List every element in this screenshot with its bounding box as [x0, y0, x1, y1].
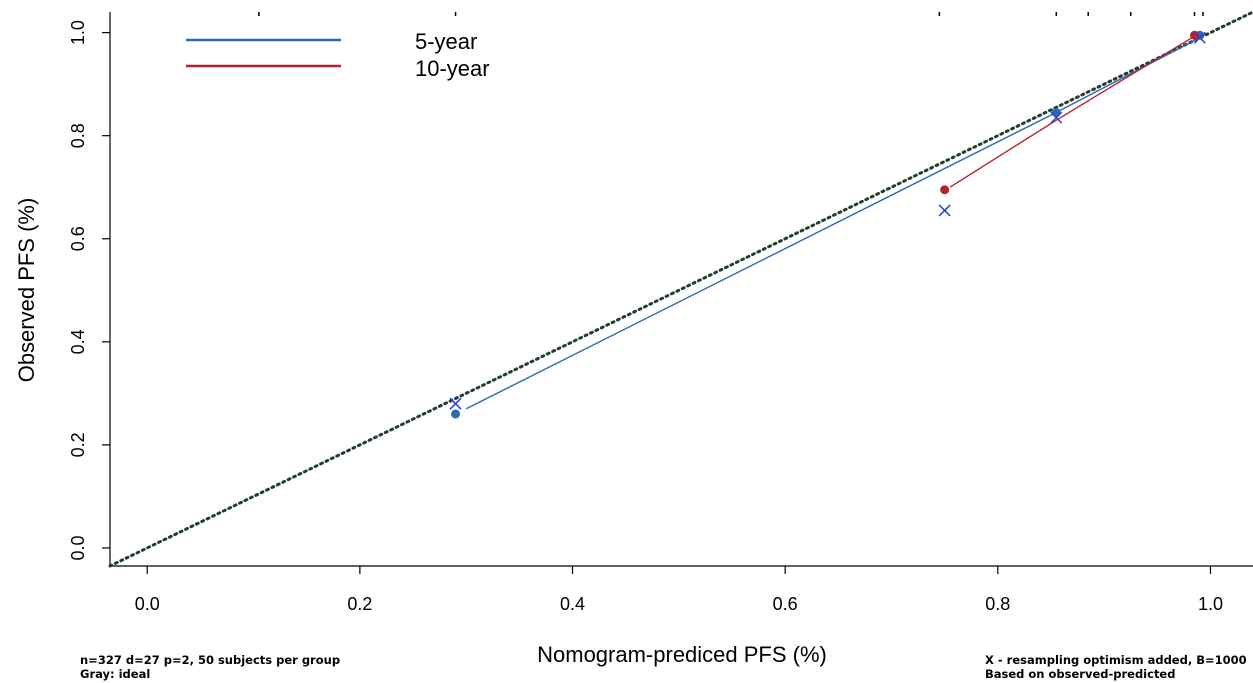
x-tick-label: 1.0	[1198, 594, 1223, 614]
note-based-on: Based on observed-predicted	[985, 667, 1175, 681]
y-tick-label: 1.0	[68, 20, 88, 45]
series-point-10-year	[940, 185, 950, 195]
corrected-x-marker	[1050, 111, 1063, 124]
legend: 5-year 10-year	[186, 29, 490, 81]
legend-label-10-year: 10-year	[415, 56, 490, 81]
ideal-line	[108, 10, 1253, 568]
note-resampling: X - resampling optimism added, B=1000	[985, 653, 1247, 667]
corrected-x-stroke	[938, 204, 951, 217]
x-tick-label: 0.6	[773, 594, 798, 614]
series-point-5-year	[451, 409, 461, 419]
x-tick-label: 0.4	[560, 594, 585, 614]
x-tick-label: 0.8	[985, 594, 1010, 614]
y-tick-label: 0.8	[68, 123, 88, 148]
x-axis-title: Nomogram-prediced PFS (%)	[537, 642, 827, 667]
y-tick-label: 0.0	[68, 535, 88, 560]
y-tick-label: 0.4	[68, 329, 88, 354]
x-tick-label: 0.0	[135, 594, 160, 614]
series-line-10-year	[949, 35, 1195, 188]
series-line-5-year	[465, 37, 1201, 410]
corrected-x-marker	[449, 397, 462, 410]
series-point-5-year	[1051, 107, 1061, 117]
y-tick-label: 0.2	[68, 432, 88, 457]
plot-area: 0.0 0.2 0.4 0.6 0.8 1.0 0.0 0.2 0.4 0.6 0.8 1.0	[68, 10, 1253, 614]
series-point-10-year	[1190, 30, 1200, 40]
corrected-x-marker	[938, 204, 951, 217]
corrected-x-stroke	[1193, 31, 1206, 44]
corrected-x-marker	[1193, 31, 1206, 44]
x-tick-label: 0.2	[347, 594, 372, 614]
corrected-x-stroke	[449, 397, 462, 410]
note-gray-ideal: Gray: ideal	[80, 667, 150, 681]
corrected-x-stroke	[1050, 111, 1063, 124]
note-sample-size: n=327 d=27 p=2, 50 subjects per group	[80, 653, 340, 667]
y-tick-label: 0.6	[68, 226, 88, 251]
legend-label-5-year: 5-year	[415, 29, 477, 54]
y-axis-title: Observed PFS (%)	[14, 198, 39, 383]
